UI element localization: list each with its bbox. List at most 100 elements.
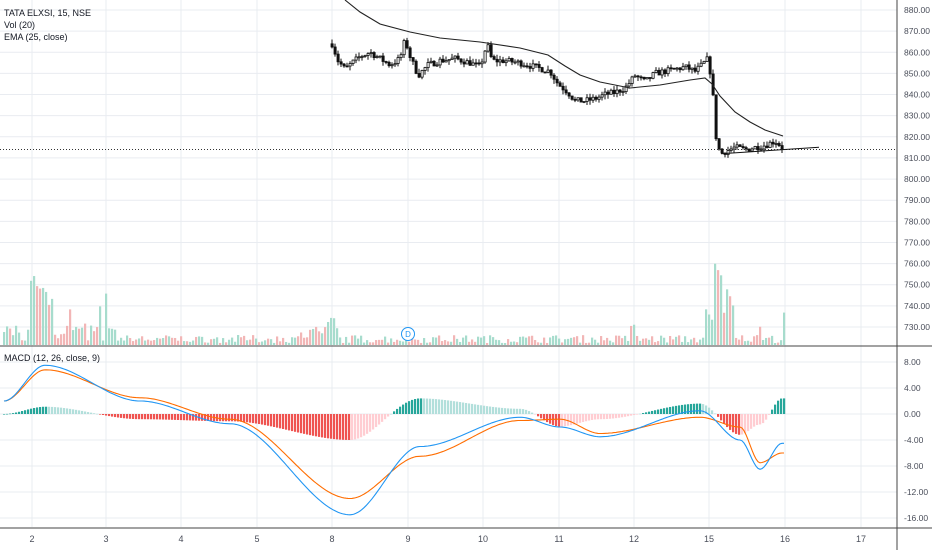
macd-histogram-bar <box>234 414 237 422</box>
volume-bar <box>222 338 225 345</box>
volume-bar <box>372 342 375 345</box>
macd-legend[interactable]: MACD (12, 26, close, 9) <box>4 353 101 363</box>
volume-bar <box>420 342 423 345</box>
drawings[interactable]: D <box>0 146 897 341</box>
macd-histogram-bar <box>81 410 84 414</box>
volume-bar <box>99 306 102 345</box>
volume-bar <box>18 332 21 345</box>
volume-bar <box>540 342 543 345</box>
candle-body <box>501 59 505 64</box>
macd-histogram-bar <box>768 414 771 415</box>
macd-histogram-bar <box>681 404 684 414</box>
candle-body <box>753 146 757 150</box>
macd-histogram-bar <box>309 414 312 436</box>
volume-bar <box>669 336 672 345</box>
macd-histogram-bar <box>567 414 570 426</box>
macd-histogram-bar <box>108 414 111 417</box>
candle-body <box>651 72 655 79</box>
candle-body <box>657 69 661 76</box>
macd-histogram-bar <box>783 398 786 414</box>
macd-histogram-bar <box>489 406 492 414</box>
candle-body <box>750 148 754 152</box>
macd-histogram-bar <box>276 414 279 428</box>
macd-histogram-bar <box>348 414 351 440</box>
macd-histogram-bar <box>579 414 582 423</box>
macd-histogram-bar <box>684 404 687 414</box>
macd-histogram-bar <box>711 410 714 414</box>
volume-bar <box>195 336 198 345</box>
price-tick-label: 860.00 <box>904 47 930 57</box>
candle-body <box>384 61 388 63</box>
volume-bar <box>300 332 303 345</box>
candle-body <box>684 64 688 68</box>
candle-body <box>660 69 664 76</box>
volume-bar <box>462 337 465 345</box>
volume-bar <box>630 325 633 345</box>
volume-bar <box>528 336 531 345</box>
macd-histogram-bar <box>264 414 267 426</box>
volume-bar <box>276 336 279 345</box>
volume-legend[interactable]: Vol (20) <box>4 20 36 30</box>
volume-bar <box>693 337 696 345</box>
macd-histogram-bar <box>780 398 783 414</box>
macd-histogram-bar <box>105 414 108 416</box>
volume-bar <box>519 336 522 345</box>
macd-histogram-bar <box>444 400 447 414</box>
macd-histogram-bar <box>399 406 402 414</box>
macd-histogram-bar <box>645 412 648 414</box>
symbol-legend[interactable]: TATA ELXSI, 15, NSE <box>4 8 92 18</box>
volume-bar <box>126 335 129 345</box>
volume-bar <box>549 337 552 345</box>
volume-bar <box>738 339 741 345</box>
macd-histogram-bar <box>777 400 780 414</box>
macd-histogram-bar <box>207 414 210 421</box>
volume-bar <box>402 341 405 345</box>
candle-body <box>633 75 637 78</box>
macd-histogram-bar <box>357 414 360 439</box>
candle-body <box>402 40 406 56</box>
volume-bar <box>636 335 639 345</box>
volume-bar <box>138 338 141 345</box>
macd-histogram-bar <box>426 398 429 414</box>
volume-bar <box>534 340 537 345</box>
macd-histogram-bar <box>39 407 42 414</box>
candle-body <box>726 150 730 155</box>
volume-bar <box>447 341 450 345</box>
macd-histogram-bar <box>585 414 588 422</box>
macd-histogram-bar <box>15 412 18 414</box>
macd-histogram-bar <box>393 411 396 414</box>
volume-bar <box>426 342 429 345</box>
candle-body <box>366 53 370 56</box>
candle-body <box>444 60 448 63</box>
volume-bar <box>294 337 297 345</box>
macd-histogram-bar <box>177 414 180 420</box>
macd-histogram-bar <box>255 414 258 424</box>
volume-bar <box>36 286 39 345</box>
macd-histogram-bar <box>114 414 117 418</box>
ema-legend[interactable]: EMA (25, close) <box>4 32 68 42</box>
candle-body <box>591 96 595 101</box>
candle-body <box>621 91 625 93</box>
macd-histogram-bar <box>501 407 504 414</box>
macd-histogram-bar <box>513 408 516 414</box>
macd-histogram-bar <box>606 414 609 419</box>
volume-bar <box>522 336 525 345</box>
macd-histogram-bar <box>63 408 66 414</box>
candle-body <box>372 52 376 59</box>
price-tick-label: 750.00 <box>904 280 930 290</box>
time-tick-label: 11 <box>554 534 563 544</box>
price-tick-label: 730.00 <box>904 322 930 332</box>
candle-body <box>483 50 487 63</box>
macd-histogram-bar <box>663 408 666 414</box>
candle-body <box>693 67 697 72</box>
candle-body <box>456 55 460 60</box>
volume-bar <box>90 325 93 345</box>
volume-bar <box>180 336 183 345</box>
candle-body <box>675 67 679 70</box>
macd-histogram-bar <box>372 414 375 430</box>
candle-body <box>576 97 580 101</box>
volume-bar <box>231 337 234 345</box>
